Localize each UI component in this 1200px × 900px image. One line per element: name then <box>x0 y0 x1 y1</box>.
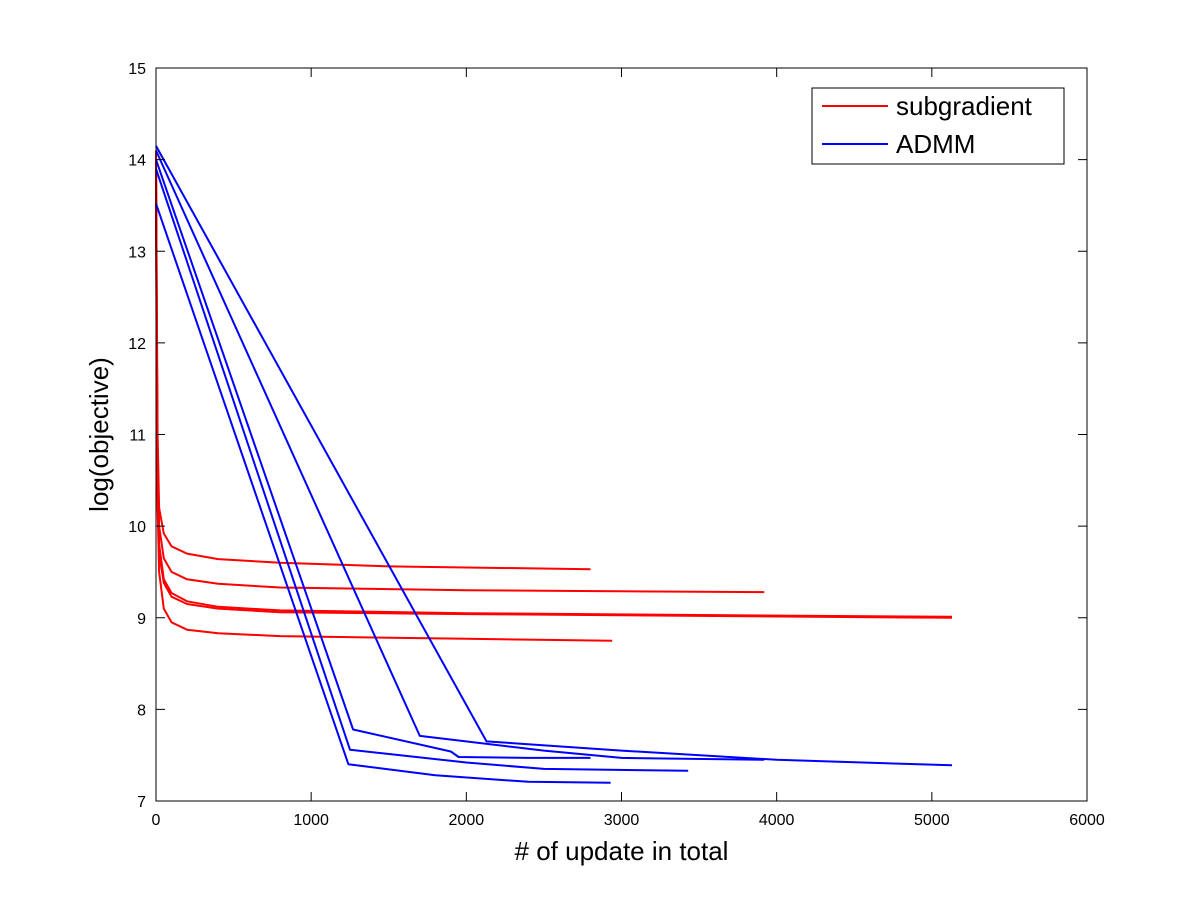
x-tick-label: 0 <box>152 812 161 829</box>
y-axis-label: log(objective) <box>84 357 114 512</box>
series-line-admm-9 <box>155 168 689 772</box>
y-tick-label: 8 <box>137 702 146 719</box>
y-tick-label: 7 <box>137 794 146 811</box>
x-tick-label: 2000 <box>449 812 485 829</box>
x-tick-label: 5000 <box>914 812 950 829</box>
x-tick-label: 1000 <box>293 812 329 829</box>
legend-label-subgradient: subgradient <box>896 91 1033 121</box>
series-line-admm-6 <box>155 145 953 767</box>
x-tick-label: 6000 <box>1069 812 1105 829</box>
series-line-admm-8 <box>155 159 591 759</box>
y-tick-label: 12 <box>128 336 146 353</box>
x-tick-label: 4000 <box>759 812 795 829</box>
plot-area <box>156 68 1087 801</box>
y-tick-label: 10 <box>128 519 146 536</box>
legend: subgradient ADMM <box>811 87 1065 165</box>
x-axis-label: # of update in total <box>515 836 729 866</box>
ticks-layer: 0 1000 2000 3000 4000 5000 6000 7 8 9 10 11 12 13 14 15 <box>128 61 1105 829</box>
y-tick-label: 9 <box>137 611 146 628</box>
series-line-admm-10 <box>155 203 611 784</box>
y-tick-label: 11 <box>129 428 146 445</box>
y-tick-label: 15 <box>128 61 146 78</box>
series-line-admm-7 <box>155 150 765 761</box>
series-line-subgradient-5 <box>155 205 613 642</box>
legend-label-admm: ADMM <box>896 129 975 159</box>
legend-box <box>811 87 1065 165</box>
x-tick-label: 3000 <box>604 812 640 829</box>
y-tick-label: 14 <box>128 153 146 170</box>
y-tick-label: 13 <box>128 244 146 261</box>
series-layer <box>155 145 953 784</box>
